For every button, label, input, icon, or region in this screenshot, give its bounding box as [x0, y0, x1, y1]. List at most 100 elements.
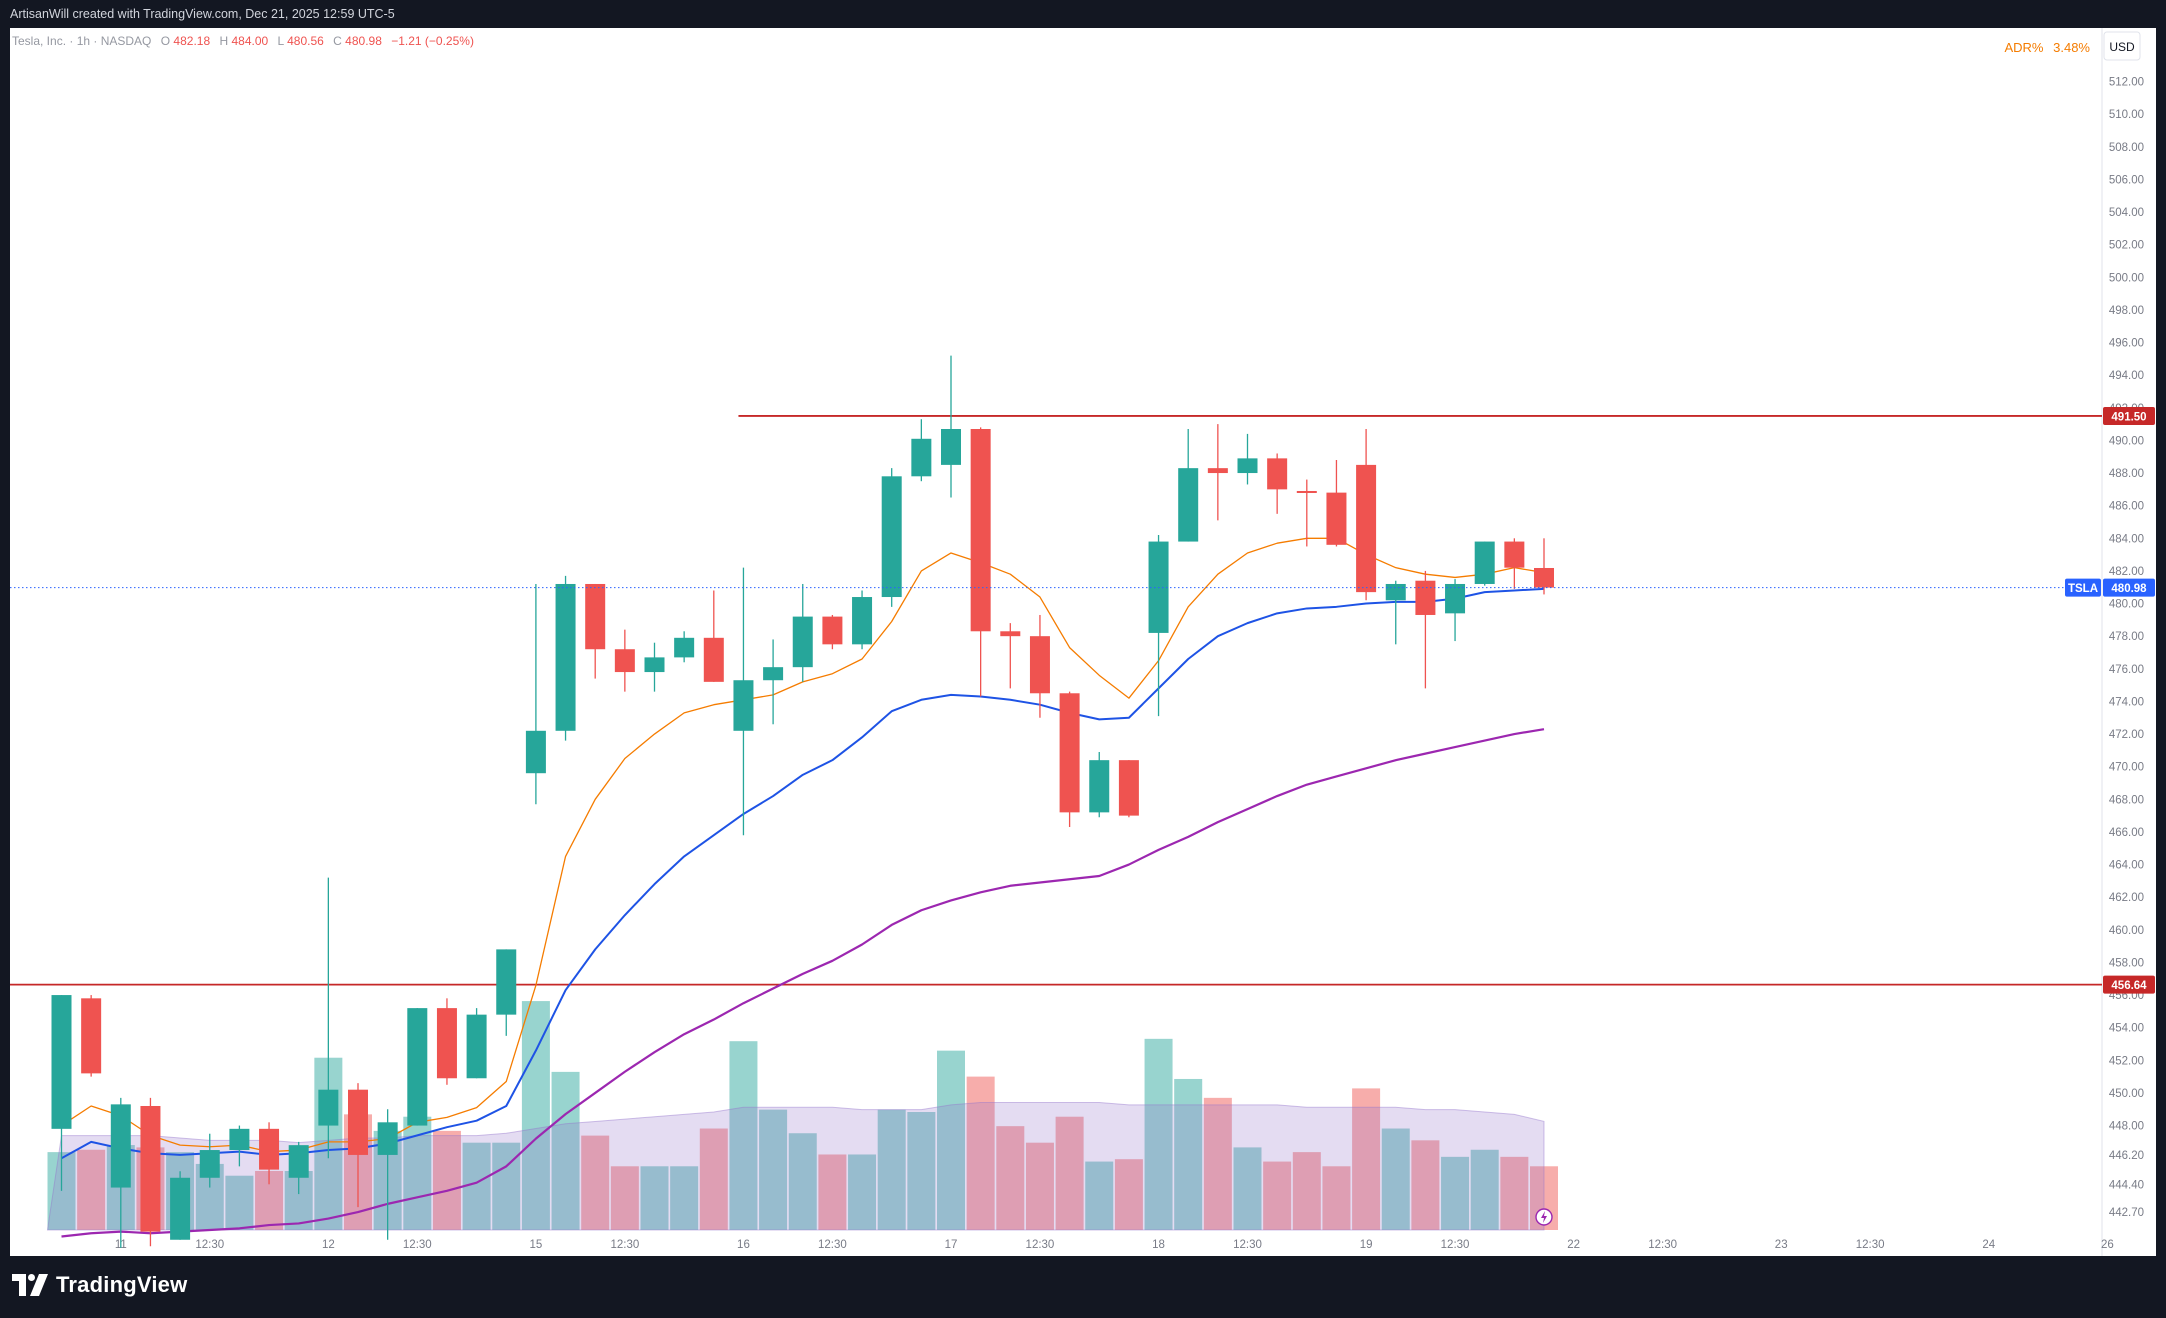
candle-body	[1445, 583, 1466, 614]
candle[interactable]	[911, 419, 932, 482]
candle-body	[318, 1089, 339, 1126]
candle[interactable]	[199, 1133, 220, 1188]
candle-body	[259, 1128, 280, 1170]
price-tick-label: 470.00	[2109, 762, 2144, 774]
candle[interactable]	[170, 1171, 191, 1240]
candle[interactable]	[1534, 538, 1554, 595]
candle[interactable]	[1089, 752, 1110, 818]
time-tick-label: 12:30	[195, 1239, 224, 1251]
candle[interactable]	[51, 995, 72, 1191]
candle[interactable]	[1267, 453, 1288, 514]
candle-body	[1474, 541, 1495, 584]
price-tick-label: 512.00	[2109, 77, 2144, 89]
candle[interactable]	[763, 639, 784, 725]
candle[interactable]	[1029, 614, 1050, 718]
candle[interactable]	[1296, 479, 1317, 547]
candle[interactable]	[1356, 429, 1377, 601]
candle[interactable]	[733, 567, 754, 836]
price-tick-label: 502.00	[2109, 240, 2144, 252]
volume-bar	[1470, 1149, 1499, 1230]
candle[interactable]	[555, 575, 576, 741]
candle[interactable]	[852, 590, 873, 650]
candle[interactable]	[1415, 570, 1436, 689]
candle[interactable]	[318, 877, 339, 1159]
candle[interactable]	[644, 642, 665, 692]
candle[interactable]	[1326, 459, 1347, 547]
candle[interactable]	[110, 1097, 131, 1248]
candle-body	[911, 438, 932, 477]
candle[interactable]	[585, 583, 606, 679]
candle[interactable]	[525, 583, 546, 805]
candle[interactable]	[792, 583, 813, 682]
currency-button[interactable]	[2103, 31, 2141, 61]
candle-body	[792, 616, 813, 668]
candle[interactable]	[674, 631, 695, 663]
candle-body	[733, 680, 754, 731]
candle[interactable]	[1385, 580, 1406, 645]
price-tick-label: 444.40	[2109, 1179, 2144, 1191]
price-tick-label: 486.00	[2109, 501, 2144, 513]
price-tick-label: 490.00	[2109, 435, 2144, 447]
candle[interactable]	[466, 1008, 487, 1079]
price-tick-label: 500.00	[2109, 272, 2144, 284]
candle-body	[1000, 631, 1021, 637]
time-tick-label: 16	[737, 1239, 750, 1251]
svg-text:ADR% 3.48%: ADR% 3.48%	[2004, 40, 2090, 55]
candle-body	[81, 998, 102, 1074]
price-chart[interactable]: 512.00 510.00 508.00 506.00 504.00 502.00 500.…	[10, 28, 2156, 1256]
candle[interactable]	[348, 1083, 368, 1208]
volume-bar	[759, 1109, 788, 1230]
volume-bar	[1025, 1142, 1054, 1230]
top-bar: ArtisanWill created with TradingView.com…	[0, 0, 2166, 28]
candle[interactable]	[1237, 433, 1258, 485]
candle[interactable]	[881, 468, 902, 607]
legend-low-label: L	[278, 34, 285, 48]
time-tick-label: 18	[1152, 1239, 1165, 1251]
candle[interactable]	[81, 995, 102, 1077]
candle-body	[1296, 490, 1317, 493]
price-tick-label: 464.00	[2109, 860, 2144, 872]
volume-bar	[521, 1001, 550, 1230]
candle[interactable]	[377, 1109, 398, 1240]
candle[interactable]	[407, 1008, 428, 1126]
candle[interactable]	[1148, 535, 1169, 717]
candle[interactable]	[1178, 429, 1199, 542]
volume-bar	[907, 1112, 936, 1230]
candle[interactable]	[436, 998, 457, 1085]
volume-bar	[1292, 1152, 1321, 1230]
volume-bar	[77, 1149, 106, 1230]
chart-frame[interactable]: 512.00 510.00 508.00 506.00 504.00 502.00 500.…	[10, 28, 2156, 1256]
ticker-tag	[2065, 578, 2101, 597]
candle[interactable]	[1000, 623, 1021, 689]
candle[interactable]	[496, 949, 517, 1036]
candle[interactable]	[259, 1122, 280, 1185]
candle[interactable]	[1504, 538, 1525, 589]
candle[interactable]	[941, 355, 961, 498]
adr-label: ADR%	[2004, 40, 2043, 55]
candle[interactable]	[1445, 579, 1466, 642]
price-tick-label: 496.00	[2109, 338, 2144, 350]
price-scale[interactable]	[2102, 28, 2156, 1256]
legend-close-label: C	[333, 34, 342, 48]
candle[interactable]	[970, 427, 991, 697]
candle[interactable]	[822, 614, 843, 650]
candle[interactable]	[1118, 760, 1139, 818]
candle-body	[525, 730, 546, 774]
candle-body	[1267, 458, 1288, 490]
candle[interactable]	[229, 1125, 250, 1167]
time-tick-label: 12:30	[1441, 1239, 1470, 1251]
price-tick-label: 446.20	[2109, 1150, 2144, 1162]
candle[interactable]	[140, 1097, 161, 1247]
candle-body	[970, 429, 991, 632]
candle[interactable]	[288, 1141, 309, 1195]
candle[interactable]	[614, 629, 635, 692]
tradingview-logo[interactable]: TradingView	[12, 1272, 187, 1298]
candle-body	[436, 1008, 457, 1079]
candle[interactable]	[1059, 691, 1080, 828]
price-tick-label: 442.70	[2109, 1207, 2144, 1219]
price-tick-label: 458.00	[2109, 957, 2144, 969]
time-tick-label: 23	[1775, 1239, 1788, 1251]
candle[interactable]	[1474, 541, 1495, 586]
candle[interactable]	[703, 590, 724, 682]
candle[interactable]	[1207, 424, 1228, 521]
